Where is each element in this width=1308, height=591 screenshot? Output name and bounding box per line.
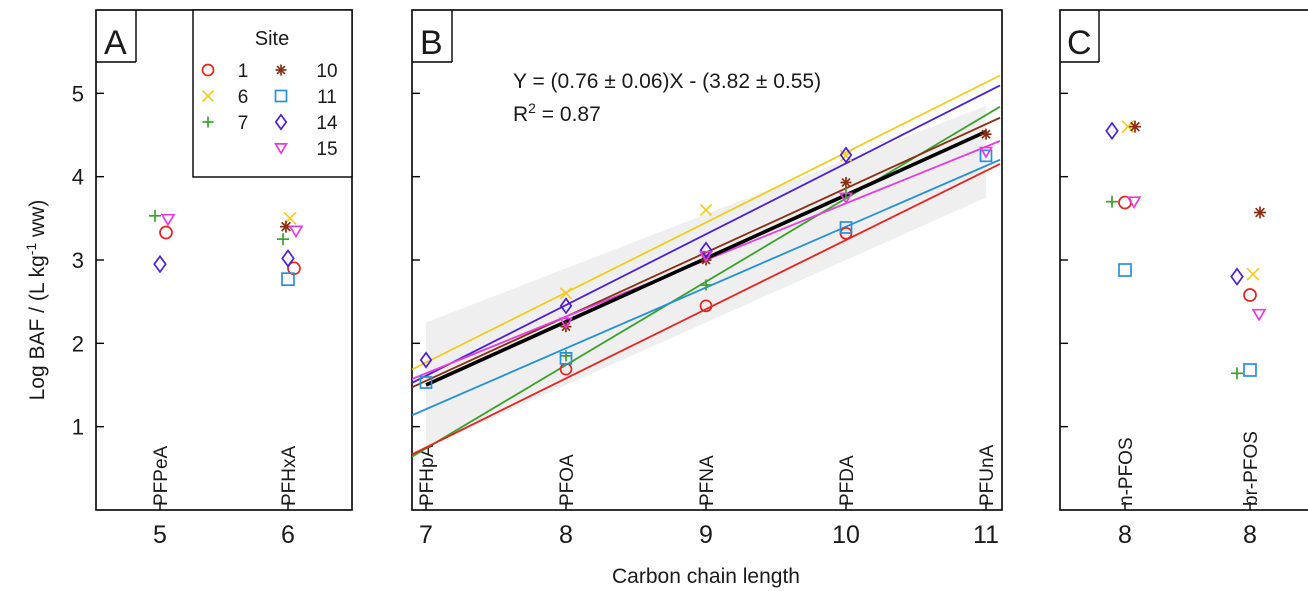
panel-c-xtick-label: 8	[1118, 521, 1132, 549]
legend-marker-site-11	[274, 89, 288, 103]
panel-a-ytick-label: 4	[72, 165, 84, 190]
y-axis-label: Log BAF / (L kg-1 ww)	[23, 200, 49, 401]
x-axis-label: Carbon chain length	[612, 565, 800, 588]
legend-label-site-10: 10	[316, 61, 337, 82]
panel-a-compound-PFPeA: PFPeA	[151, 445, 172, 506]
fit-r-squared: R2 = 0.87	[513, 100, 601, 126]
panel-a-point-site-7-x6	[277, 233, 289, 246]
panel-b-xtick-label: 8	[559, 521, 573, 549]
fit-line-site-14	[412, 84, 1001, 384]
panel-b-xtick-label: 11	[973, 521, 999, 549]
panel-b-point-site-11-x8	[559, 351, 573, 365]
panel-c-point-site-6-pos2	[1246, 267, 1260, 281]
legend-marker-site-10	[275, 64, 287, 76]
panel-a-point-site-15-x5	[160, 213, 176, 227]
panel-b-letter: B	[420, 24, 443, 62]
fit-line-site-6	[412, 74, 1001, 371]
panel-b-xtick-label: 9	[699, 521, 713, 549]
panel-a-point-site-11-x6	[281, 272, 295, 287]
panel-b-point-site-10-x11	[980, 128, 992, 140]
panel-c-point-site-15-pos2	[1251, 308, 1267, 322]
panel-a-point-site-14-x6	[281, 249, 295, 268]
panel-a-point-site-14-x5	[153, 254, 167, 274]
panel-b-point-site-15-x11	[979, 146, 993, 159]
panel-b-compound-PFUnA: PFUnA	[977, 444, 998, 506]
panel-b-point-site-11-x11	[979, 149, 993, 163]
panel-b-point-site-14-x9	[699, 241, 713, 259]
panel-b-compound-PFNA: PFNA	[697, 455, 718, 506]
panel-c-compound-br-PFOS: br-PFOS	[1241, 431, 1262, 506]
panel-b-compound-PFOA: PFOA	[557, 454, 578, 506]
legend-box	[192, 9, 353, 178]
panel-b-point-site-10-x10	[840, 177, 852, 188]
panel-c-point-site-11-pos2	[1243, 363, 1257, 377]
panel-c-frame	[1059, 9, 1308, 511]
panel-b-point-site-11-x10	[839, 221, 853, 234]
panel-a-xtick-label: 5	[153, 521, 167, 549]
legend-label-site-15: 15	[316, 139, 337, 160]
legend: Site 1 6 7 10 11 14 15	[192, 9, 353, 178]
panel-c-point-site-10-pos2	[1254, 206, 1266, 219]
panel-b-point-site-14-x8	[559, 297, 573, 315]
panel-c-xtick-label: 8	[1243, 521, 1257, 549]
panel-b-compound-PFHpA: PFHpA	[417, 444, 438, 506]
legend-marker-site-6	[201, 89, 215, 103]
panel-c-point-site-15-pos1	[1126, 196, 1142, 210]
panel-c-point-site-7-pos1	[1106, 195, 1118, 208]
legend-label-site-7: 7	[238, 113, 249, 134]
fit-line-site-1	[412, 163, 1001, 456]
panel-c-point-site-11-pos1	[1118, 263, 1132, 277]
legend-title: Site	[255, 28, 289, 50]
panel-a-point-site-7-x5	[149, 209, 161, 222]
panel-b-compound-PFDA: PFDA	[837, 455, 858, 506]
panel-b-point-site-6-x8	[559, 287, 573, 300]
panel-c-compound-n-PFOS: n-PFOS	[1116, 437, 1137, 506]
panel-c-point-site-1-pos2	[1243, 288, 1257, 302]
fit-equation: Y = (0.76 ± 0.06)X - (3.82 ± 0.55)	[513, 70, 821, 93]
confidence-band	[426, 105, 986, 448]
panel-b-point-site-15-x10	[839, 192, 853, 205]
panel-b-point-site-7-x9	[700, 279, 712, 291]
panel-a-ytick-label: 3	[72, 248, 84, 273]
legend-label-site-11: 11	[317, 87, 337, 108]
panel-b-xtick-label: 10	[832, 521, 860, 549]
panel-b-xtick-label: 7	[419, 521, 433, 549]
panel-b-point-site-15-x9	[699, 250, 713, 263]
panel-b-point-site-15-x8	[559, 317, 573, 330]
panel-b-point-site-11-x7	[419, 376, 433, 389]
panel-b-point-site-14-x7	[419, 351, 433, 369]
panel-a-point-site-15-x6	[288, 225, 304, 239]
panel-c: 8 8 n-PFOS br-PFOS C	[1059, 9, 1308, 549]
panel-c-point-site-14-pos1	[1105, 121, 1119, 141]
legend-label-site-1: 1	[238, 61, 249, 82]
legend-label-site-14: 14	[316, 113, 338, 134]
legend-marker-site-7	[202, 116, 214, 128]
panel-a: 1 2 3 4 5 5 6 PFPeA PFHxA A	[72, 9, 353, 549]
panel-c-letter: C	[1067, 24, 1092, 62]
panel-a-point-site-1-x5	[159, 225, 173, 240]
legend-marker-site-1	[201, 63, 215, 77]
panel-a-ytick-label: 1	[72, 415, 84, 440]
legend-marker-site-15	[274, 143, 288, 155]
panel-b-point-site-6-x9	[699, 203, 713, 217]
panel-a-xtick-label: 6	[281, 521, 295, 549]
panel-a-letter: A	[104, 24, 127, 62]
legend-marker-site-14	[274, 113, 288, 131]
panel-c-point-site-7-pos2	[1231, 367, 1243, 380]
panel-a-ytick-label: 5	[72, 81, 84, 106]
panel-b: 7 8 9 10 11 PFHpA PFOA PFNA PFDA PFUnA B Y = (0.7…	[411, 9, 1003, 549]
panel-c-point-site-14-pos2	[1230, 267, 1244, 286]
panel-c-point-site-10-pos1	[1129, 120, 1141, 133]
panel-a-ytick-label: 2	[72, 331, 84, 356]
panel-a-compound-PFHxA: PFHxA	[279, 446, 300, 507]
legend-label-site-6: 6	[238, 87, 249, 108]
panel-b-point-site-14-x10	[839, 146, 853, 164]
panel-b-point-site-1-x9	[699, 299, 713, 313]
